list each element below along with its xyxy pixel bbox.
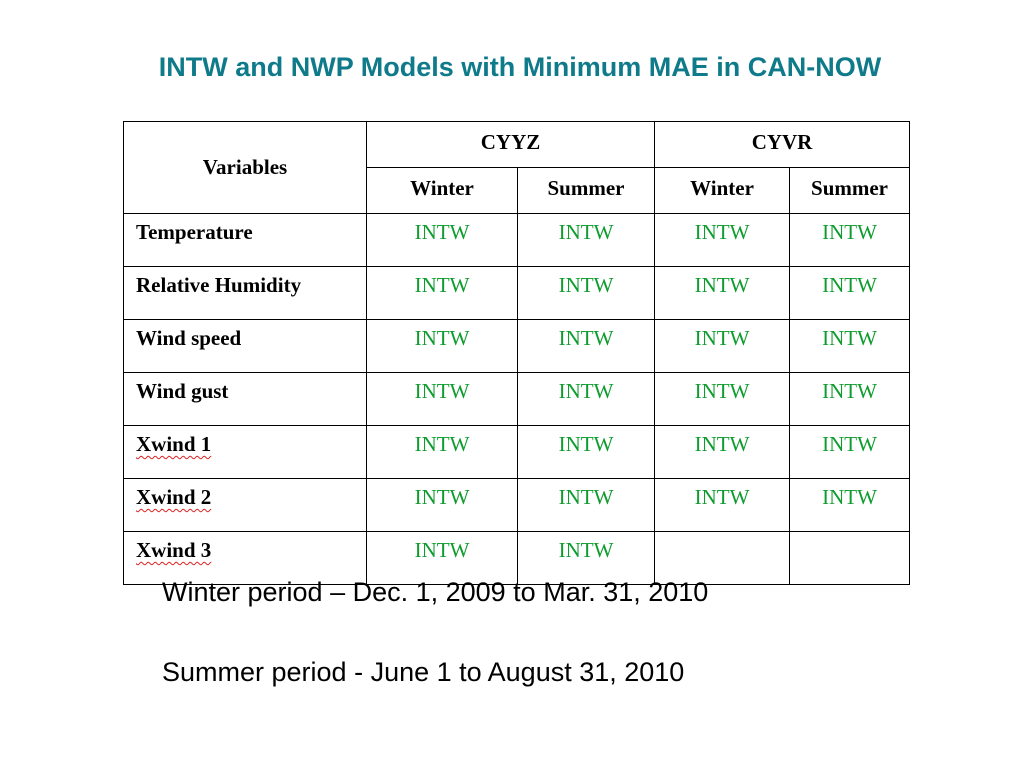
table-cell: INTW	[789, 213, 911, 267]
table-cell: INTW	[654, 372, 791, 426]
season-header-cyvr-summer: Summer	[789, 167, 911, 214]
table-cell: INTW	[789, 319, 911, 373]
station-header-row: Variables CYYZ CYVR	[123, 121, 911, 214]
table-row: Xwind 1 INTW INTW INTW INTW	[123, 425, 911, 479]
table-row: Temperature INTW INTW INTW INTW	[123, 213, 911, 267]
row-label: Xwind 3	[123, 531, 367, 585]
table-cell: INTW	[654, 319, 791, 373]
slide-title: INTW and NWP Models with Minimum MAE in …	[158, 52, 882, 82]
row-label: Xwind 2	[123, 478, 367, 532]
table-row: Relative Humidity INTW INTW INTW INTW	[123, 266, 911, 320]
table-cell	[654, 531, 791, 585]
table-cell: INTW	[654, 213, 791, 267]
table-cell: INTW	[516, 531, 656, 585]
table-cell: INTW	[366, 531, 518, 585]
row-label: Wind speed	[123, 319, 367, 373]
table-row: Xwind 3 INTW INTW	[123, 531, 911, 585]
table-cell: INTW	[789, 478, 911, 532]
row-label: Wind gust	[123, 372, 367, 426]
table-cell: INTW	[516, 213, 656, 267]
table-cell: INTW	[516, 372, 656, 426]
table-cell: INTW	[366, 213, 518, 267]
row-label: Xwind 1	[123, 425, 367, 479]
table-cell: INTW	[366, 319, 518, 373]
table-cell: INTW	[366, 266, 518, 320]
table-cell: INTW	[366, 372, 518, 426]
table-cell: INTW	[516, 266, 656, 320]
season-header-cyvr-winter: Winter	[654, 167, 791, 214]
table-cell	[789, 531, 911, 585]
table-cell: INTW	[366, 478, 518, 532]
table-cell: INTW	[516, 478, 656, 532]
table-cell: INTW	[366, 425, 518, 479]
table-cell: INTW	[789, 372, 911, 426]
table-cell: INTW	[789, 266, 911, 320]
table-row: Xwind 2 INTW INTW INTW INTW	[123, 478, 911, 532]
row-label-text: Xwind 1	[136, 432, 212, 456]
table-cell: INTW	[516, 425, 656, 479]
summer-period-note: Summer period - June 1 to August 31, 201…	[162, 657, 685, 687]
table-row: Wind speed INTW INTW INTW INTW	[123, 319, 911, 373]
row-label: Relative Humidity	[123, 266, 367, 320]
table-cell: INTW	[654, 425, 791, 479]
season-header-cyyz-winter: Winter	[366, 167, 518, 214]
table-cell: INTW	[516, 319, 656, 373]
winter-period-note: Winter period – Dec. 1, 2009 to Mar. 31,…	[162, 577, 709, 607]
table-cell: INTW	[789, 425, 911, 479]
table-cell: INTW	[654, 478, 791, 532]
station-header-cyyz: CYYZ	[365, 121, 656, 168]
table-row: Wind gust INTW INTW INTW INTW	[123, 372, 911, 426]
row-label: Temperature	[123, 213, 367, 267]
season-header-cyyz-summer: Summer	[516, 167, 656, 214]
row-label-text: Xwind 2	[136, 485, 212, 509]
row-label-text: Xwind 3	[136, 538, 212, 562]
table-cell: INTW	[654, 266, 791, 320]
station-header-cyvr: CYVR	[654, 121, 911, 168]
results-table: Variables CYYZ CYVR Winter Summer Winter…	[123, 121, 911, 585]
variables-header: Variables	[123, 121, 367, 214]
